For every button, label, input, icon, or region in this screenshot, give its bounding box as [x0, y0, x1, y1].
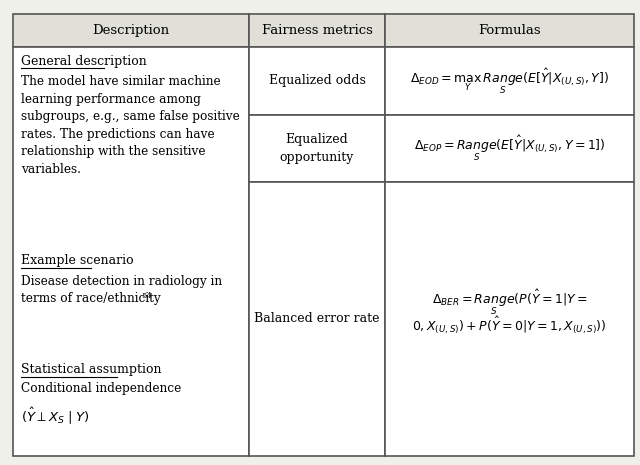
Text: Disease detection in radiology in
terms of race/ethnicity: Disease detection in radiology in terms … [21, 275, 222, 306]
Bar [249, 47, 385, 114]
Text: Balanced error rate: Balanced error rate [254, 312, 380, 326]
Bar [385, 47, 634, 114]
Text: Statistical assumption: Statistical assumption [21, 363, 162, 376]
Bar [249, 14, 385, 47]
Bar [249, 114, 385, 182]
Text: General description: General description [21, 54, 147, 67]
Bar [13, 47, 249, 456]
Text: $\Delta_{BER} = \underset{S}{Range}(P(\hat{Y}=1|Y=$: $\Delta_{BER} = \underset{S}{Range}(P(\h… [431, 288, 588, 318]
Bar [385, 182, 634, 456]
Text: Example scenario: Example scenario [21, 254, 134, 267]
Text: Conditional independence: Conditional independence [21, 382, 181, 395]
Text: Formulas: Formulas [478, 24, 541, 37]
Text: Description: Description [92, 24, 170, 37]
Text: $(\hat{Y} \perp X_S \mid Y)$: $(\hat{Y} \perp X_S \mid Y)$ [21, 405, 90, 426]
Text: Equalized
opportunity: Equalized opportunity [280, 133, 354, 164]
Bar [249, 182, 385, 456]
Bar [385, 14, 634, 47]
Text: $\Delta_{EOD} = \underset{Y}{\max}\,\underset{S}{Range}(E[\hat{Y}|X_{(U,S)},Y])$: $\Delta_{EOD} = \underset{Y}{\max}\,\und… [410, 66, 609, 96]
Text: 54: 54 [141, 292, 152, 300]
Text: $\Delta_{EOP} = \underset{S}{Range}(E[\hat{Y}|X_{(U,S)},Y=1])$: $\Delta_{EOP} = \underset{S}{Range}(E[\h… [413, 133, 605, 163]
Text: The model have similar machine
learning performance among
subgroups, e.g., same : The model have similar machine learning … [21, 75, 240, 176]
Bar [13, 14, 249, 47]
Text: $0, X_{(U,S)}) + P(\hat{Y}=0|Y=1, X_{(U,S)}))$: $0, X_{(U,S)}) + P(\hat{Y}=0|Y=1, X_{(U,… [412, 315, 607, 336]
Text: Equalized odds: Equalized odds [269, 74, 365, 87]
Text: Fairness metrics: Fairness metrics [262, 24, 372, 37]
Bar [385, 114, 634, 182]
